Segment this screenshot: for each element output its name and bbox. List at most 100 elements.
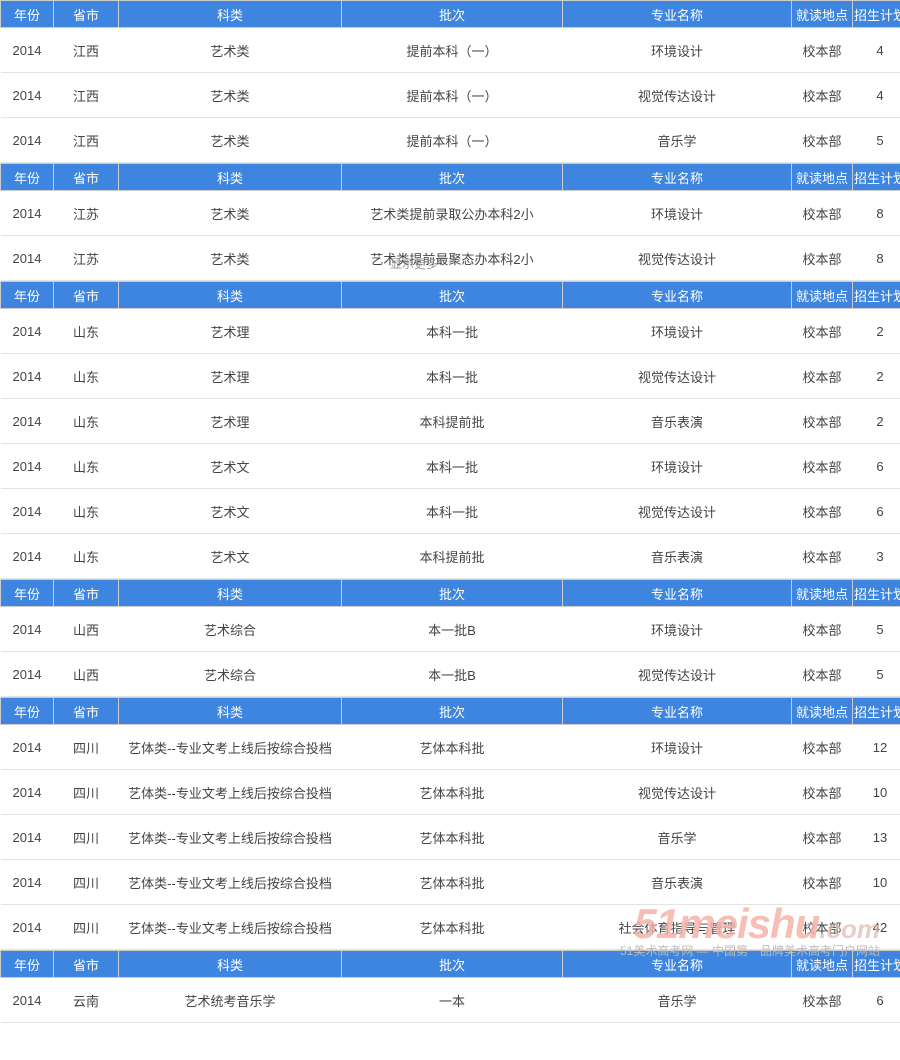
cell: 音乐学 [563, 815, 792, 860]
col-header-6: 招生计划 [853, 580, 900, 607]
cell: 本科一批 [342, 309, 563, 354]
table-row: 2014云南艺术统考音乐学一本音乐学校本部6 [1, 978, 900, 1023]
col-header-5: 就读地点 [792, 951, 853, 978]
col-header-3: 批次 [342, 282, 563, 309]
admission-table-4: 年份省市科类批次专业名称就读地点招生计划2014四川艺体类--专业文考上线后按综… [0, 697, 900, 950]
col-header-4: 专业名称 [563, 698, 792, 725]
cell: 6 [853, 978, 900, 1023]
col-header-2: 科类 [119, 698, 342, 725]
col-header-5: 就读地点 [792, 164, 853, 191]
cell: 校本部 [792, 28, 853, 73]
cell: 艺术类 [119, 236, 342, 281]
cell: 2014 [1, 815, 54, 860]
cell: 艺术类 [119, 191, 342, 236]
col-header-5: 就读地点 [792, 282, 853, 309]
cell: 提前本科（一） [342, 118, 563, 163]
cell: 8 [853, 236, 900, 281]
cell: 环境设计 [563, 725, 792, 770]
cell: 5 [853, 607, 900, 652]
cell: 艺术统考音乐学 [119, 978, 342, 1023]
table-row: 2014山东艺术文本科一批环境设计校本部6 [1, 444, 900, 489]
admission-table-5: 年份省市科类批次专业名称就读地点招生计划2014云南艺术统考音乐学一本音乐学校本… [0, 950, 900, 1023]
cell: 校本部 [792, 978, 853, 1023]
cell: 艺体类--专业文考上线后按综合投档 [119, 905, 342, 950]
cell: 艺体类--专业文考上线后按综合投档 [119, 815, 342, 860]
table-row: 2014江西艺术类提前本科（一）音乐学校本部5 [1, 118, 900, 163]
col-header-0: 年份 [1, 698, 54, 725]
cell: 四川 [54, 860, 119, 905]
cell: 校本部 [792, 815, 853, 860]
cell: 云南 [54, 978, 119, 1023]
table-row: 2014江苏艺术类艺术类提前录取公办本科2小环境设计校本部8 [1, 191, 900, 236]
cell: 艺术综合 [119, 652, 342, 697]
cell: 8 [853, 191, 900, 236]
col-header-6: 招生计划 [853, 282, 900, 309]
cell: 2014 [1, 118, 54, 163]
col-header-4: 专业名称 [563, 951, 792, 978]
col-header-3: 批次 [342, 164, 563, 191]
cell: 艺术类 [119, 118, 342, 163]
cell: 本科提前批 [342, 534, 563, 579]
cell: 2014 [1, 309, 54, 354]
cell: 本科一批 [342, 489, 563, 534]
cell: 艺术类 [119, 28, 342, 73]
cell: 环境设计 [563, 607, 792, 652]
cell: 2 [853, 309, 900, 354]
cell: 本一批B [342, 607, 563, 652]
col-header-0: 年份 [1, 282, 54, 309]
cell: 艺体类--专业文考上线后按综合投档 [119, 770, 342, 815]
cell: 校本部 [792, 489, 853, 534]
table-row: 2014山东艺术理本科一批环境设计校本部2 [1, 309, 900, 354]
cell: 6 [853, 444, 900, 489]
cell: 艺术理 [119, 354, 342, 399]
col-header-4: 专业名称 [563, 282, 792, 309]
cell: 2014 [1, 652, 54, 697]
table-row: 2014山东艺术文本科一批视觉传达设计校本部6 [1, 489, 900, 534]
cell: 42 [853, 905, 900, 950]
cell: 视觉传达设计 [563, 652, 792, 697]
cell: 2014 [1, 191, 54, 236]
cell: 2 [853, 399, 900, 444]
cell: 环境设计 [563, 444, 792, 489]
cell: 校本部 [792, 354, 853, 399]
cell: 本科一批 [342, 354, 563, 399]
col-header-6: 招生计划 [853, 698, 900, 725]
table-row: 2014四川艺体类--专业文考上线后按综合投档艺体本科批社会体育指导与管理校本部… [1, 905, 900, 950]
cell: 社会体育指导与管理 [563, 905, 792, 950]
cell: 环境设计 [563, 191, 792, 236]
table-row: 2014山西艺术综合本一批B视觉传达设计校本部5 [1, 652, 900, 697]
table-row: 2014山东艺术理本科一批视觉传达设计校本部2 [1, 354, 900, 399]
cell: 山东 [54, 534, 119, 579]
cell: 视觉传达设计 [563, 770, 792, 815]
col-header-6: 招生计划 [853, 951, 900, 978]
cell: 艺术理 [119, 309, 342, 354]
col-header-0: 年份 [1, 951, 54, 978]
cell: 艺术类提前最聚态办本科2小 [342, 236, 563, 281]
cell: 2014 [1, 534, 54, 579]
cell: 3 [853, 534, 900, 579]
table-row: 2014四川艺体类--专业文考上线后按综合投档艺体本科批音乐学校本部13 [1, 815, 900, 860]
cell: 艺术文 [119, 444, 342, 489]
cell: 校本部 [792, 725, 853, 770]
cell: 校本部 [792, 73, 853, 118]
cell: 艺体本科批 [342, 860, 563, 905]
cell: 山西 [54, 607, 119, 652]
cell: 12 [853, 725, 900, 770]
cell: 山西 [54, 652, 119, 697]
table-row: 2014江西艺术类提前本科（一）环境设计校本部4 [1, 28, 900, 73]
cell: 校本部 [792, 905, 853, 950]
col-header-3: 批次 [342, 698, 563, 725]
col-header-0: 年份 [1, 580, 54, 607]
col-header-0: 年份 [1, 164, 54, 191]
cell: 2014 [1, 444, 54, 489]
cell: 校本部 [792, 534, 853, 579]
col-header-0: 年份 [1, 1, 54, 28]
cell: 本科一批 [342, 444, 563, 489]
col-header-5: 就读地点 [792, 698, 853, 725]
cell: 2014 [1, 770, 54, 815]
cell: 校本部 [792, 399, 853, 444]
table-row: 2014四川艺体类--专业文考上线后按综合投档艺体本科批视觉传达设计校本部10 [1, 770, 900, 815]
col-header-5: 就读地点 [792, 580, 853, 607]
cell: 四川 [54, 815, 119, 860]
table-row: 2014山东艺术理本科提前批音乐表演校本部2 [1, 399, 900, 444]
